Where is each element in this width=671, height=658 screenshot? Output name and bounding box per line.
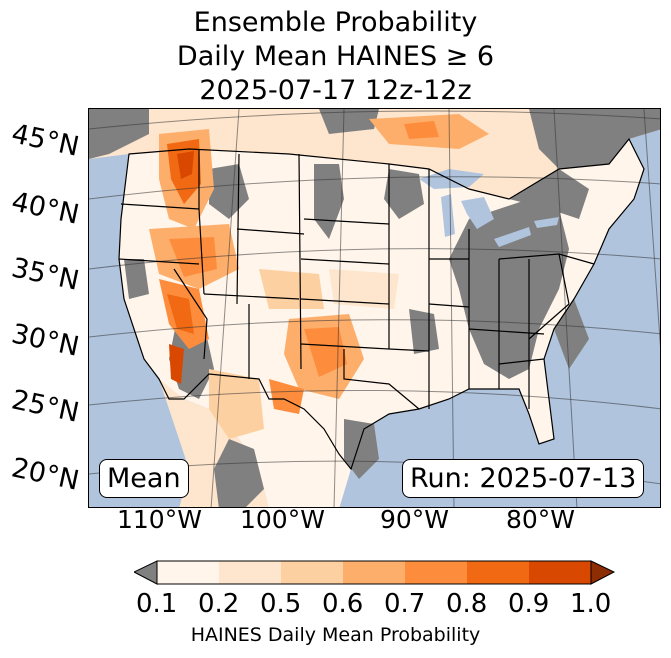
lat-label-20: 20°N xyxy=(8,452,82,497)
colorbar-segment xyxy=(529,561,591,584)
lat-label-30: 30°N xyxy=(8,318,82,363)
colorbar-outline xyxy=(156,560,592,585)
title-line-3: 2025-07-17 12z-12z xyxy=(199,75,472,106)
colorbar-tick: 0.7 xyxy=(384,589,426,619)
colorbar-tick: 0.6 xyxy=(322,589,364,619)
canada-land xyxy=(89,109,660,199)
colorbar-segment xyxy=(343,561,405,584)
lat-label-45: 45°N xyxy=(8,118,82,163)
colorbar-tick: 0.8 xyxy=(446,589,488,619)
map-canvas xyxy=(89,109,660,507)
colorbar-over-arrow xyxy=(590,560,616,585)
colorbar-segment xyxy=(219,561,281,584)
title-line-1: Ensemble Probability xyxy=(193,7,478,38)
lon-label-80: 80°W xyxy=(506,505,576,534)
colorbar xyxy=(134,560,616,585)
probability-map: Mean Run: 2025-07-13 xyxy=(88,108,661,508)
lon-label-100: 100°W xyxy=(240,505,325,534)
colorbar-under-arrow xyxy=(134,560,158,585)
run-date-badge: Run: 2025-07-13 xyxy=(402,459,645,498)
lon-label-110: 110°W xyxy=(117,505,202,534)
colorbar-segment xyxy=(157,561,219,584)
mean-badge: Mean xyxy=(99,459,189,498)
colorbar-segment xyxy=(281,561,343,584)
title-line-2: Daily Mean HAINES ≥ 6 xyxy=(176,41,495,72)
colorbar-tick: 0.2 xyxy=(198,589,240,619)
colorbar-tick: 0.9 xyxy=(508,589,550,619)
colorbar-segment xyxy=(405,561,467,584)
lon-label-90: 90°W xyxy=(380,505,450,534)
lat-label-25: 25°N xyxy=(8,384,82,429)
great-lakes xyxy=(419,169,559,247)
colorbar-segment xyxy=(467,561,529,584)
colorbar-label: HAINES Daily Mean Probability xyxy=(190,624,481,646)
colorbar-tick: 0.1 xyxy=(136,589,178,619)
colorbar-tick: 0.5 xyxy=(260,589,302,619)
lat-label-35: 35°N xyxy=(8,252,82,297)
state-boundaries xyxy=(118,137,645,471)
lat-label-40: 40°N xyxy=(8,186,82,231)
colorbar-tick: 1.0 xyxy=(570,589,612,619)
